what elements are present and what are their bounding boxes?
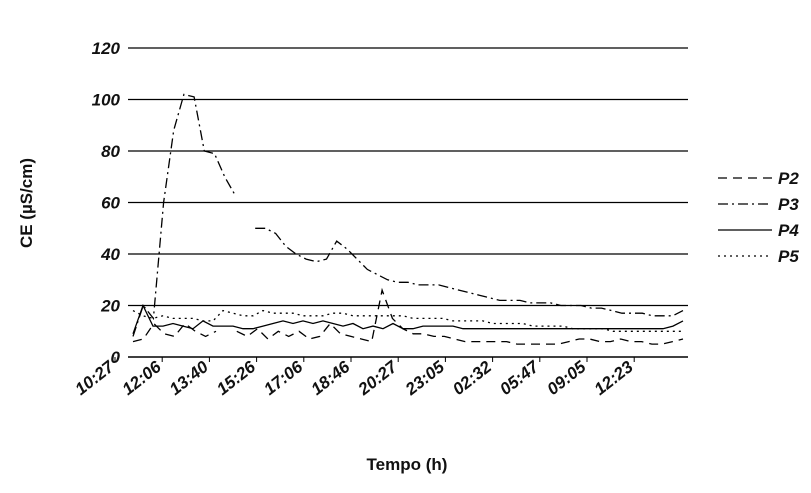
series-line-p3	[132, 93, 684, 337]
y-tick-label: 0	[111, 348, 121, 367]
x-tick-label: 15:26	[213, 357, 259, 399]
y-tick-label: 60	[101, 194, 120, 213]
x-tick-label: 23:05	[401, 357, 448, 400]
series-line-p2	[132, 287, 684, 345]
x-tick-label: 12:06	[119, 357, 165, 399]
x-tick-label: 18:46	[307, 357, 353, 399]
y-tick-label: 80	[101, 142, 120, 161]
legend-label-p3: P3	[778, 195, 799, 214]
y-tick-label: 20	[100, 297, 120, 316]
y-tick-label: 40	[100, 245, 120, 264]
x-axis-title: Tempo (h)	[367, 455, 448, 474]
legend-label-p5: P5	[778, 247, 799, 266]
series-line-p4	[132, 303, 684, 335]
y-axis-ticks: 0 20 40 60 80 100 120	[92, 39, 121, 367]
legend-label-p4: P4	[778, 221, 799, 240]
x-tick-label: 02:32	[449, 357, 495, 399]
gridlines	[128, 47, 688, 307]
x-axis-ticks: 10:27 12:06 13:40 15:26 17:06 18:46 20:27 23:05…	[71, 356, 637, 399]
x-tick-label: 12:23	[591, 357, 637, 399]
x-tick-label: 05:47	[496, 356, 543, 399]
series-lines	[132, 93, 684, 345]
legend-label-p2: P2	[778, 169, 799, 188]
x-tick-label: 13:40	[166, 357, 212, 399]
x-tick-label: 17:06	[260, 357, 306, 399]
y-axis-title: CE (µS/cm)	[17, 158, 36, 248]
legend: P2 P3 P4 P5	[718, 169, 799, 266]
y-tick-label: 100	[92, 91, 121, 110]
x-tick-label: 09:05	[543, 357, 589, 399]
x-tick-label: 20:27	[354, 356, 402, 399]
y-tick-label: 120	[92, 39, 121, 58]
